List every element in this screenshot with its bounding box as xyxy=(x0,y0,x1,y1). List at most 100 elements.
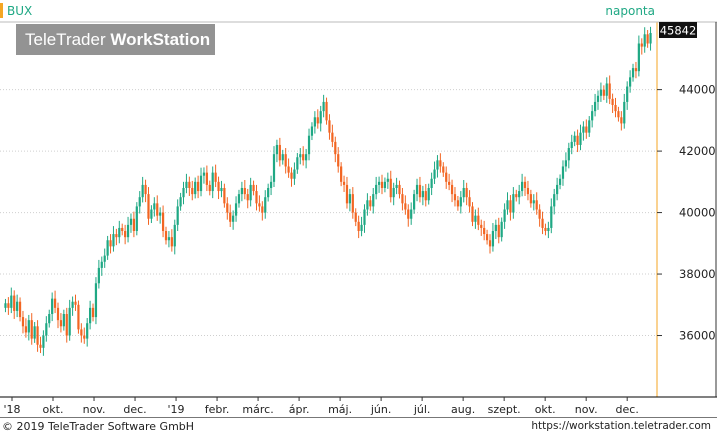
candle-body xyxy=(167,237,171,241)
candle-body xyxy=(553,194,556,207)
candle-body xyxy=(56,307,60,321)
candle-body xyxy=(582,126,585,133)
period-label: naponta xyxy=(605,4,655,18)
x-tick-label-3: dec. xyxy=(123,403,146,416)
candle-body xyxy=(13,295,16,311)
candle-body xyxy=(255,191,258,204)
candle-body xyxy=(439,160,442,167)
candle-body xyxy=(97,267,100,284)
candle-body xyxy=(401,194,404,204)
candle-body xyxy=(159,212,162,216)
candle-body xyxy=(646,34,649,44)
candle-body xyxy=(626,86,629,102)
candle-body xyxy=(415,184,419,195)
candle-body xyxy=(39,344,42,348)
candle-body xyxy=(258,203,261,207)
x-tick-label-12: szept. xyxy=(488,403,521,416)
candle-body xyxy=(556,184,559,195)
candle-body xyxy=(541,218,544,228)
candle-body xyxy=(611,98,614,105)
candle-body xyxy=(150,209,153,219)
candle-body xyxy=(377,181,381,185)
x-tick-label-5: febr. xyxy=(205,403,230,416)
teletrader-watermark: TeleTrader WorkStation xyxy=(16,24,215,55)
candle-body xyxy=(249,184,252,201)
candle-body xyxy=(465,187,468,198)
watermark-product: WorkStation xyxy=(110,30,211,49)
candle-body xyxy=(526,187,530,195)
candle-body xyxy=(354,212,357,222)
candle-body xyxy=(129,218,133,225)
candle-body xyxy=(456,200,460,207)
candle-body xyxy=(4,303,7,308)
candle-body xyxy=(518,191,521,198)
candle-body xyxy=(147,194,150,219)
candle-body xyxy=(424,191,427,201)
candle-body xyxy=(421,191,424,198)
candle-body xyxy=(398,184,401,195)
candle-body xyxy=(579,132,582,145)
candle-body xyxy=(188,181,191,188)
candle-body xyxy=(459,197,462,207)
candle-body xyxy=(573,135,576,142)
candle-body xyxy=(121,227,124,232)
x-tick-label-11: aug. xyxy=(451,403,475,416)
candle-body xyxy=(42,335,45,348)
candle-body xyxy=(605,83,608,96)
candle-body xyxy=(488,240,492,247)
x-tick-label-6: márc. xyxy=(242,403,273,416)
candle-body xyxy=(418,184,422,198)
candle-body xyxy=(217,181,220,192)
candle-body xyxy=(576,135,579,145)
candle-body xyxy=(191,187,194,195)
y-tick-label-3: 42000 xyxy=(679,144,716,158)
candle-body xyxy=(529,194,532,204)
candle-body xyxy=(86,323,89,339)
candle-body xyxy=(512,194,515,213)
candle-body xyxy=(593,101,597,112)
candle-body xyxy=(503,209,506,222)
candle-body xyxy=(51,298,54,315)
candle-body xyxy=(21,317,25,327)
candle-body xyxy=(205,172,208,185)
candle-body xyxy=(71,301,74,308)
candle-body xyxy=(80,329,83,336)
candle-body xyxy=(500,221,503,238)
candle-body xyxy=(325,101,328,121)
last-value-box xyxy=(659,22,697,38)
candle-body xyxy=(453,194,457,201)
candle-body xyxy=(161,212,165,232)
candle-body xyxy=(173,224,176,247)
candle-body xyxy=(135,206,138,232)
candle-body xyxy=(404,203,407,210)
candle-body xyxy=(53,298,57,308)
candle-body xyxy=(234,203,238,216)
candle-body xyxy=(214,172,217,182)
candle-body xyxy=(103,255,106,262)
candle-body xyxy=(649,33,652,44)
candle-body xyxy=(544,227,547,232)
source-url[interactable]: https://workstation.teletrader.com xyxy=(531,420,711,432)
candle-body xyxy=(345,184,349,204)
candle-body xyxy=(436,160,439,170)
candle-body xyxy=(383,181,387,188)
candle-body xyxy=(634,68,638,72)
candle-body xyxy=(118,227,121,238)
x-tick-label-13: okt. xyxy=(535,403,556,416)
candle-body xyxy=(156,203,159,216)
candle-body xyxy=(304,154,308,161)
candle-body xyxy=(380,181,384,188)
candle-body xyxy=(220,187,223,192)
candle-body xyxy=(18,301,22,318)
symbol-marker xyxy=(0,3,3,18)
candle-body xyxy=(316,117,319,124)
candle-body xyxy=(386,178,389,182)
candle-body xyxy=(506,200,509,210)
candle-body xyxy=(328,120,331,133)
candle-body xyxy=(591,111,594,121)
candle-body xyxy=(299,154,302,158)
x-tick-label-10: júl. xyxy=(413,403,431,416)
y-tick-label-0: 36000 xyxy=(679,329,716,343)
candle-body xyxy=(252,184,255,192)
candle-body xyxy=(153,203,156,210)
